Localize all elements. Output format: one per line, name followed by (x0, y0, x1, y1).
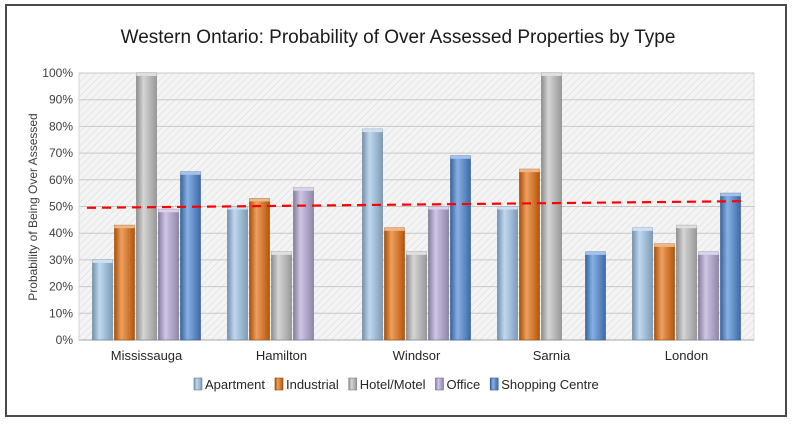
bar-industrial-sarnia (519, 168, 540, 341)
legend-swatch (193, 377, 203, 391)
bar-office-windsor (428, 206, 449, 341)
bar-cap (698, 251, 719, 255)
bar-hotel-motel-london (676, 224, 697, 341)
bar-cap (227, 206, 248, 210)
bar-hotel-motel-windsor (406, 251, 427, 341)
bar-industrial-windsor (384, 227, 405, 341)
trendline-dashed (86, 200, 747, 209)
x-tick-label: Windsor (393, 348, 441, 363)
y-tick-label: 20% (49, 280, 73, 294)
bar-cap (519, 169, 540, 173)
bar-cap (114, 225, 135, 229)
legend-swatch (489, 377, 499, 391)
bar-shopping-centre-mississauga (180, 171, 201, 341)
bar-hotel-motel-hamilton (271, 251, 292, 341)
bars (92, 72, 741, 341)
bar-apartment-london (632, 227, 653, 341)
y-tick-label: 100% (42, 66, 73, 80)
x-tick-label: London (665, 348, 708, 363)
y-tick-label: 50% (49, 200, 73, 214)
bar-apartment-sarnia (497, 206, 518, 341)
legend-label: Shopping Centre (501, 377, 599, 392)
legend-swatch (348, 377, 358, 391)
bar-shopping-centre-london (720, 192, 741, 341)
bar-cap (271, 251, 292, 255)
y-tick-label: 30% (49, 253, 73, 267)
bar-office-mississauga (158, 208, 179, 341)
y-tick-label: 10% (49, 306, 73, 320)
legend-swatch (435, 377, 444, 391)
y-tick-label: 80% (49, 119, 73, 133)
bar-cap (497, 206, 518, 210)
bar-apartment-mississauga (92, 259, 113, 341)
bar-cap (720, 193, 741, 197)
y-tick-label: 60% (49, 173, 73, 187)
bar-office-hamilton (293, 187, 314, 341)
bar-apartment-windsor (362, 128, 383, 341)
y-tick-label: 70% (49, 146, 73, 160)
bar-shopping-centre-windsor (450, 155, 471, 341)
y-axis-ticks: 0% 10% 20% 30% 40% 50% 60% 70% 80% 90% 100% (42, 66, 73, 347)
bar-cap (450, 155, 471, 159)
chart-title: Western Ontario: Probability of Over Ass… (121, 27, 676, 48)
bar-cap (654, 243, 675, 247)
bar-cap (541, 73, 562, 76)
bar-cap (249, 198, 270, 202)
bar-industrial-hamilton (249, 198, 270, 341)
legend-swatch (274, 377, 284, 391)
bar-industrial-mississauga (114, 224, 135, 341)
bar-cap (136, 73, 157, 76)
bar-apartment-hamilton (227, 206, 248, 341)
x-axis-labels: Mississauga Hamilton Windsor Sarnia London (111, 348, 708, 363)
trendline (86, 200, 747, 209)
legend-label: Industrial (286, 377, 339, 392)
bar-cap (180, 171, 201, 175)
bar-cap (293, 187, 314, 191)
chart-frame: Western Ontario: Probability of Over Ass… (5, 4, 787, 417)
bar-shopping-centre-sarnia (585, 251, 606, 341)
bar-cap (428, 206, 449, 210)
y-tick-label: 40% (49, 226, 73, 240)
bar-office-london (698, 251, 719, 341)
bar-cap (362, 129, 383, 133)
bar-cap (632, 227, 653, 231)
bar-cap (406, 251, 427, 255)
y-tick-label: 90% (49, 93, 73, 107)
legend: Apartment Industrial Hotel/Motel Office Shop… (193, 377, 599, 392)
x-tick-label: Mississauga (111, 348, 183, 363)
bar-industrial-london (654, 243, 675, 341)
chart-canvas: Western Ontario: Probability of Over Ass… (26, 27, 755, 392)
bar-cap (158, 209, 179, 213)
x-tick-label: Hamilton (256, 348, 307, 363)
bar-cap (92, 259, 113, 263)
bar-cap (384, 227, 405, 231)
bar-cap (585, 251, 606, 255)
bar-cap (676, 225, 697, 229)
y-axis-label: Probability of Being Over Assessed (26, 113, 40, 300)
y-tick-label: 0% (56, 333, 74, 347)
legend-label: Office (446, 377, 480, 392)
bar-hotel-motel-sarnia (541, 72, 562, 341)
legend-label: Apartment (205, 377, 265, 392)
legend-label: Hotel/Motel (360, 377, 426, 392)
x-tick-label: Sarnia (533, 348, 571, 363)
